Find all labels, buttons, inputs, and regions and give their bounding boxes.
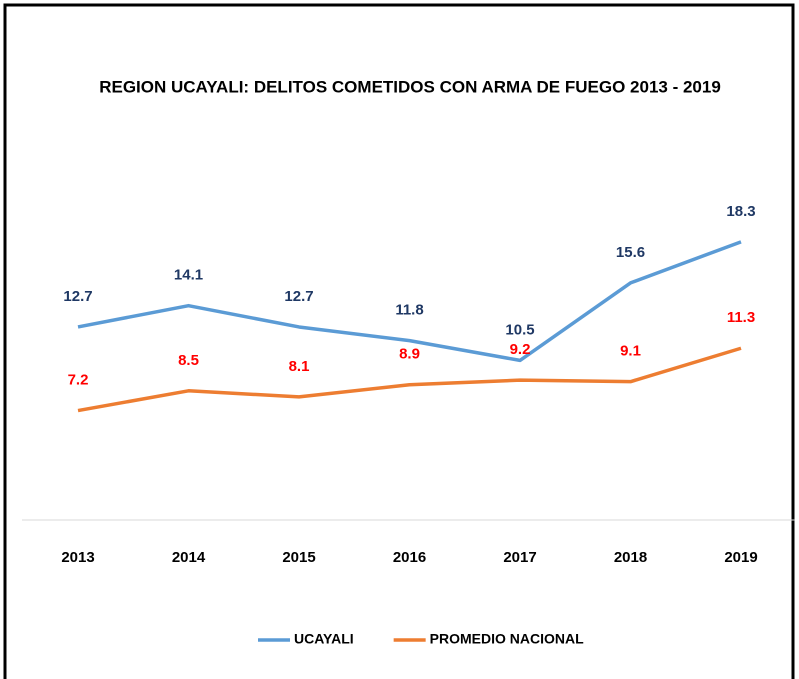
data-label: 8.1 bbox=[289, 358, 310, 375]
x-tick-label: 2018 bbox=[614, 549, 647, 566]
data-label: 10.5 bbox=[505, 321, 534, 338]
data-label: 12.7 bbox=[284, 288, 313, 305]
chart-title: REGION UCAYALI: DELITOS COMETIDOS CON AR… bbox=[99, 77, 721, 96]
data-label: 14.1 bbox=[174, 267, 203, 284]
x-tick-label: 2014 bbox=[172, 549, 206, 566]
series-line bbox=[77, 346, 742, 413]
data-label: 18.3 bbox=[726, 203, 755, 220]
x-tick-label: 2015 bbox=[282, 549, 315, 566]
x-tick-label: 2013 bbox=[61, 549, 94, 566]
series-line bbox=[77, 240, 742, 363]
x-tick-label: 2017 bbox=[503, 549, 536, 566]
frame bbox=[3, 3, 795, 679]
data-label: 8.5 bbox=[178, 352, 199, 369]
data-label: 8.9 bbox=[399, 346, 420, 363]
data-label: 15.6 bbox=[616, 244, 645, 261]
data-label: 7.2 bbox=[68, 372, 89, 389]
data-label: 11.3 bbox=[727, 309, 755, 326]
data-label: 9.2 bbox=[510, 341, 531, 358]
x-tick-label: 2019 bbox=[724, 549, 757, 566]
data-label: 12.7 bbox=[63, 288, 92, 305]
legend-label: PROMEDIO NACIONAL bbox=[430, 631, 584, 647]
x-tick-label: 2016 bbox=[393, 549, 426, 566]
data-label: 11.8 bbox=[395, 302, 423, 319]
data-label: 9.1 bbox=[620, 343, 641, 360]
legend-label: UCAYALI bbox=[294, 631, 354, 647]
